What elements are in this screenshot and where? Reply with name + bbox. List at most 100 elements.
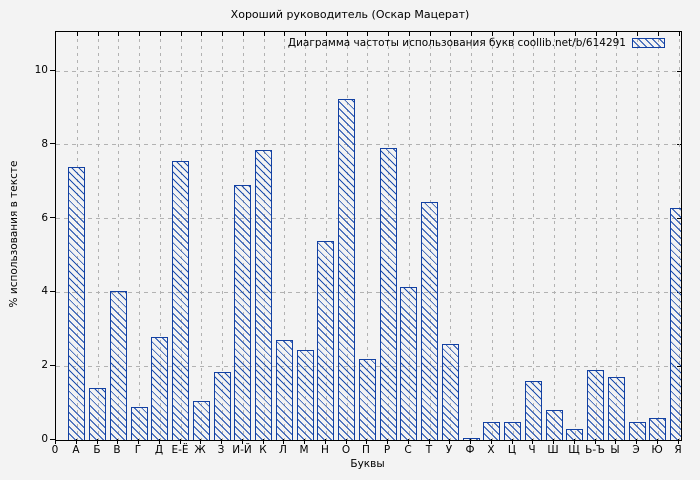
x-tick-mark xyxy=(345,439,347,444)
x-tick-mark xyxy=(324,439,326,444)
x-tick-label: И-Й xyxy=(232,444,252,456)
bar-П xyxy=(359,359,376,440)
legend-label: Диаграмма частоты использования букв coo… xyxy=(287,37,626,49)
x-tick-mark xyxy=(490,439,492,444)
bar-Ы xyxy=(608,377,625,440)
bar-М xyxy=(297,350,314,440)
x-tick-label: Т xyxy=(425,444,433,456)
x-tick-mark xyxy=(304,32,306,36)
bar-В xyxy=(110,291,127,440)
x-tick-mark xyxy=(75,439,77,444)
x-tick-mark xyxy=(303,439,305,444)
x-tick-label: М xyxy=(299,444,309,456)
gridline-vertical xyxy=(574,32,576,440)
x-tick-mark xyxy=(159,32,161,36)
x-tick-mark xyxy=(117,32,119,36)
y-tick-mark xyxy=(50,290,55,292)
x-tick-mark xyxy=(678,32,680,36)
x-tick-label: У xyxy=(445,444,453,456)
bar-З xyxy=(214,372,231,440)
x-tick-mark xyxy=(387,32,389,36)
x-tick-mark xyxy=(282,439,284,444)
gridline-horizontal xyxy=(56,70,681,72)
gridline-horizontal xyxy=(56,218,681,220)
x-tick-mark xyxy=(448,439,450,444)
gridline-vertical xyxy=(283,32,285,440)
bar-Т xyxy=(421,202,438,440)
gridline-vertical xyxy=(512,32,514,440)
y-tick-mark xyxy=(50,438,55,440)
gridline-vertical xyxy=(221,32,223,440)
x-tick-mark xyxy=(366,32,368,36)
bar-И-Й xyxy=(234,185,251,440)
bar-Ш xyxy=(546,410,563,440)
x-tick-label: К xyxy=(259,444,267,456)
bar-У xyxy=(442,344,459,440)
x-tick-mark xyxy=(635,439,637,444)
x-tick-mark xyxy=(512,32,514,36)
x-tick-label: Н xyxy=(321,444,329,456)
bar-Щ xyxy=(566,429,583,440)
x-tick-label: Д xyxy=(154,444,164,456)
y-tick-mark xyxy=(50,143,55,145)
gridline-vertical xyxy=(470,32,472,440)
x-tick-mark xyxy=(180,32,182,36)
bar-Ю xyxy=(649,418,666,440)
x-tick-mark xyxy=(76,32,78,36)
x-tick-label: Ш xyxy=(547,444,559,456)
bar-А xyxy=(68,167,85,440)
x-tick-label: Щ xyxy=(568,444,580,456)
x-tick-mark xyxy=(656,439,658,444)
hatched-bar-swatch-icon xyxy=(632,38,665,48)
bar-Ь-Ъ xyxy=(587,370,604,440)
y-tick-mark xyxy=(50,69,55,71)
x-tick-mark xyxy=(199,439,201,444)
x-tick-mark xyxy=(262,439,264,444)
y-tick-label: 2 xyxy=(41,359,48,372)
x-tick-mark xyxy=(407,439,409,444)
x-tick-mark xyxy=(200,32,202,36)
x-tick-label: А xyxy=(72,444,80,456)
gridline-vertical xyxy=(408,32,410,440)
gridline-vertical xyxy=(491,32,493,440)
x-tick-mark xyxy=(138,32,140,36)
x-tick-label: Ь-Ъ xyxy=(585,444,605,456)
y-tick-label: 0 xyxy=(41,433,48,445)
x-tick-mark xyxy=(677,439,679,444)
bar-Б xyxy=(89,388,106,440)
x-tick-label: Ц xyxy=(507,444,517,456)
x-tick-label: Г xyxy=(134,444,142,456)
x-tick-mark xyxy=(594,439,596,444)
chart-title: Хороший руководитель (Оскар Мацерат) xyxy=(230,8,470,21)
bar-Г xyxy=(131,407,148,440)
x-tick-label: В xyxy=(113,444,121,456)
y-tick-mark xyxy=(50,364,55,366)
x-tick-mark xyxy=(614,439,616,444)
x-tick-label: Р xyxy=(383,444,391,456)
gridline-vertical xyxy=(657,32,659,440)
x-tick-mark xyxy=(283,32,285,36)
x-tick-mark xyxy=(553,32,555,36)
x-tick-label: Ж xyxy=(194,444,206,456)
bar-Д xyxy=(151,337,168,440)
x-axis-title: Буквы xyxy=(350,458,385,470)
x-tick-label: С xyxy=(404,444,412,456)
gridline-vertical xyxy=(159,32,161,440)
gridline-vertical xyxy=(615,32,617,440)
bar-Э xyxy=(629,422,646,440)
bar-Ч xyxy=(525,381,542,440)
x-tick-mark xyxy=(97,32,99,36)
y-axis-title: % использования в тексте xyxy=(8,160,20,308)
x-tick-mark xyxy=(54,439,56,444)
gridline-horizontal xyxy=(56,291,681,293)
x-tick-mark xyxy=(96,439,98,444)
y-tick-label: 8 xyxy=(41,137,48,150)
x-tick-mark xyxy=(615,32,617,36)
x-tick-mark xyxy=(657,32,659,36)
gridline-vertical xyxy=(325,32,327,440)
x-tick-label: З xyxy=(217,444,225,456)
x-tick-mark xyxy=(532,32,534,36)
x-tick-label: Б xyxy=(93,444,101,456)
y-tick-label: 6 xyxy=(41,211,48,224)
gridline-vertical xyxy=(304,32,306,440)
